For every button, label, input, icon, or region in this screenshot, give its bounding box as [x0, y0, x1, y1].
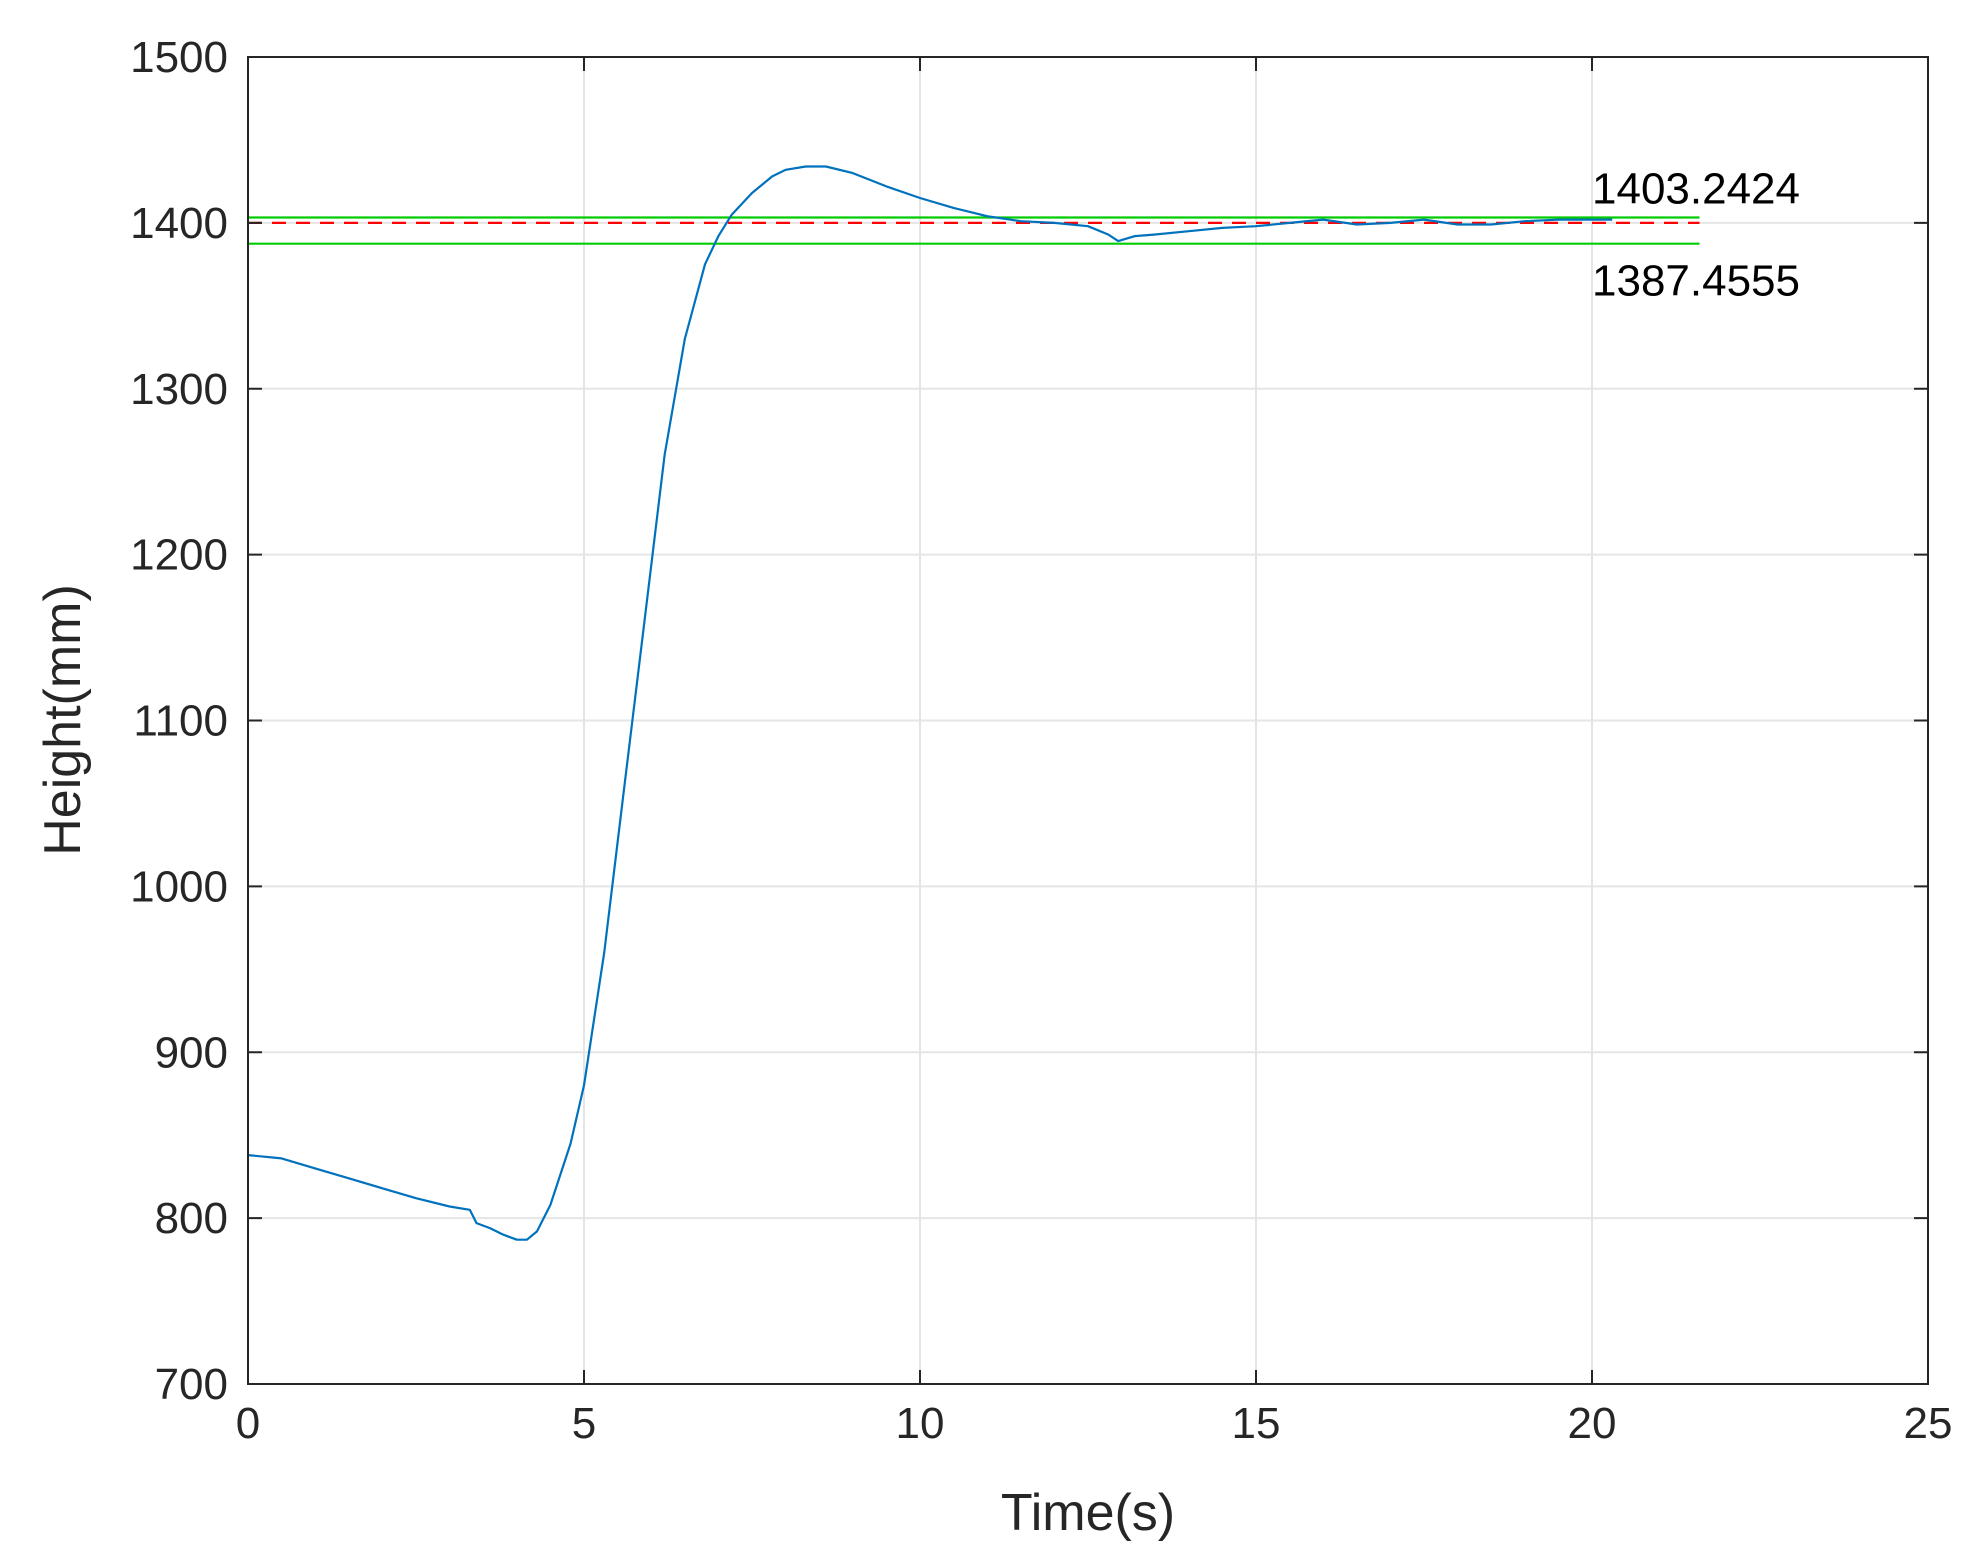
x-tick-label: 25 — [1904, 1399, 1953, 1448]
y-axis-ticks: 700 800 900 1000 1100 1200 1300 1400 1500 — [130, 33, 1928, 1409]
x-tick-label: 5 — [572, 1399, 596, 1448]
x-tick-label: 10 — [896, 1399, 945, 1448]
y-axis-label: Height(mm) — [34, 584, 92, 856]
y-tick-label: 1000 — [130, 862, 228, 911]
annotation-label: 1403.2424 — [1592, 164, 1800, 213]
y-tick-label: 800 — [155, 1194, 228, 1243]
x-axis-label: Time(s) — [1001, 1484, 1175, 1542]
series-line-height-response — [247, 165, 1613, 1241]
y-tick-label: 1400 — [130, 199, 228, 248]
x-tick-label: 20 — [1568, 1399, 1617, 1448]
x-tick-label: 0 — [236, 1399, 260, 1448]
y-tick-label: 1100 — [133, 697, 228, 746]
y-tick-label: 1300 — [130, 365, 228, 414]
y-tick-label: 1500 — [130, 33, 228, 82]
annotations: 1403.2424 1387.4555 — [1592, 164, 1800, 305]
x-tick-label: 15 — [1232, 1399, 1281, 1448]
y-tick-label: 700 — [155, 1360, 228, 1409]
y-tick-label: 900 — [155, 1028, 228, 1077]
x-axis-ticks: 0 5 10 15 20 25 — [236, 57, 1953, 1448]
series-layer — [247, 165, 1700, 1241]
y-tick-label: 1200 — [130, 531, 228, 580]
annotation-label: 1387.4555 — [1592, 257, 1800, 306]
